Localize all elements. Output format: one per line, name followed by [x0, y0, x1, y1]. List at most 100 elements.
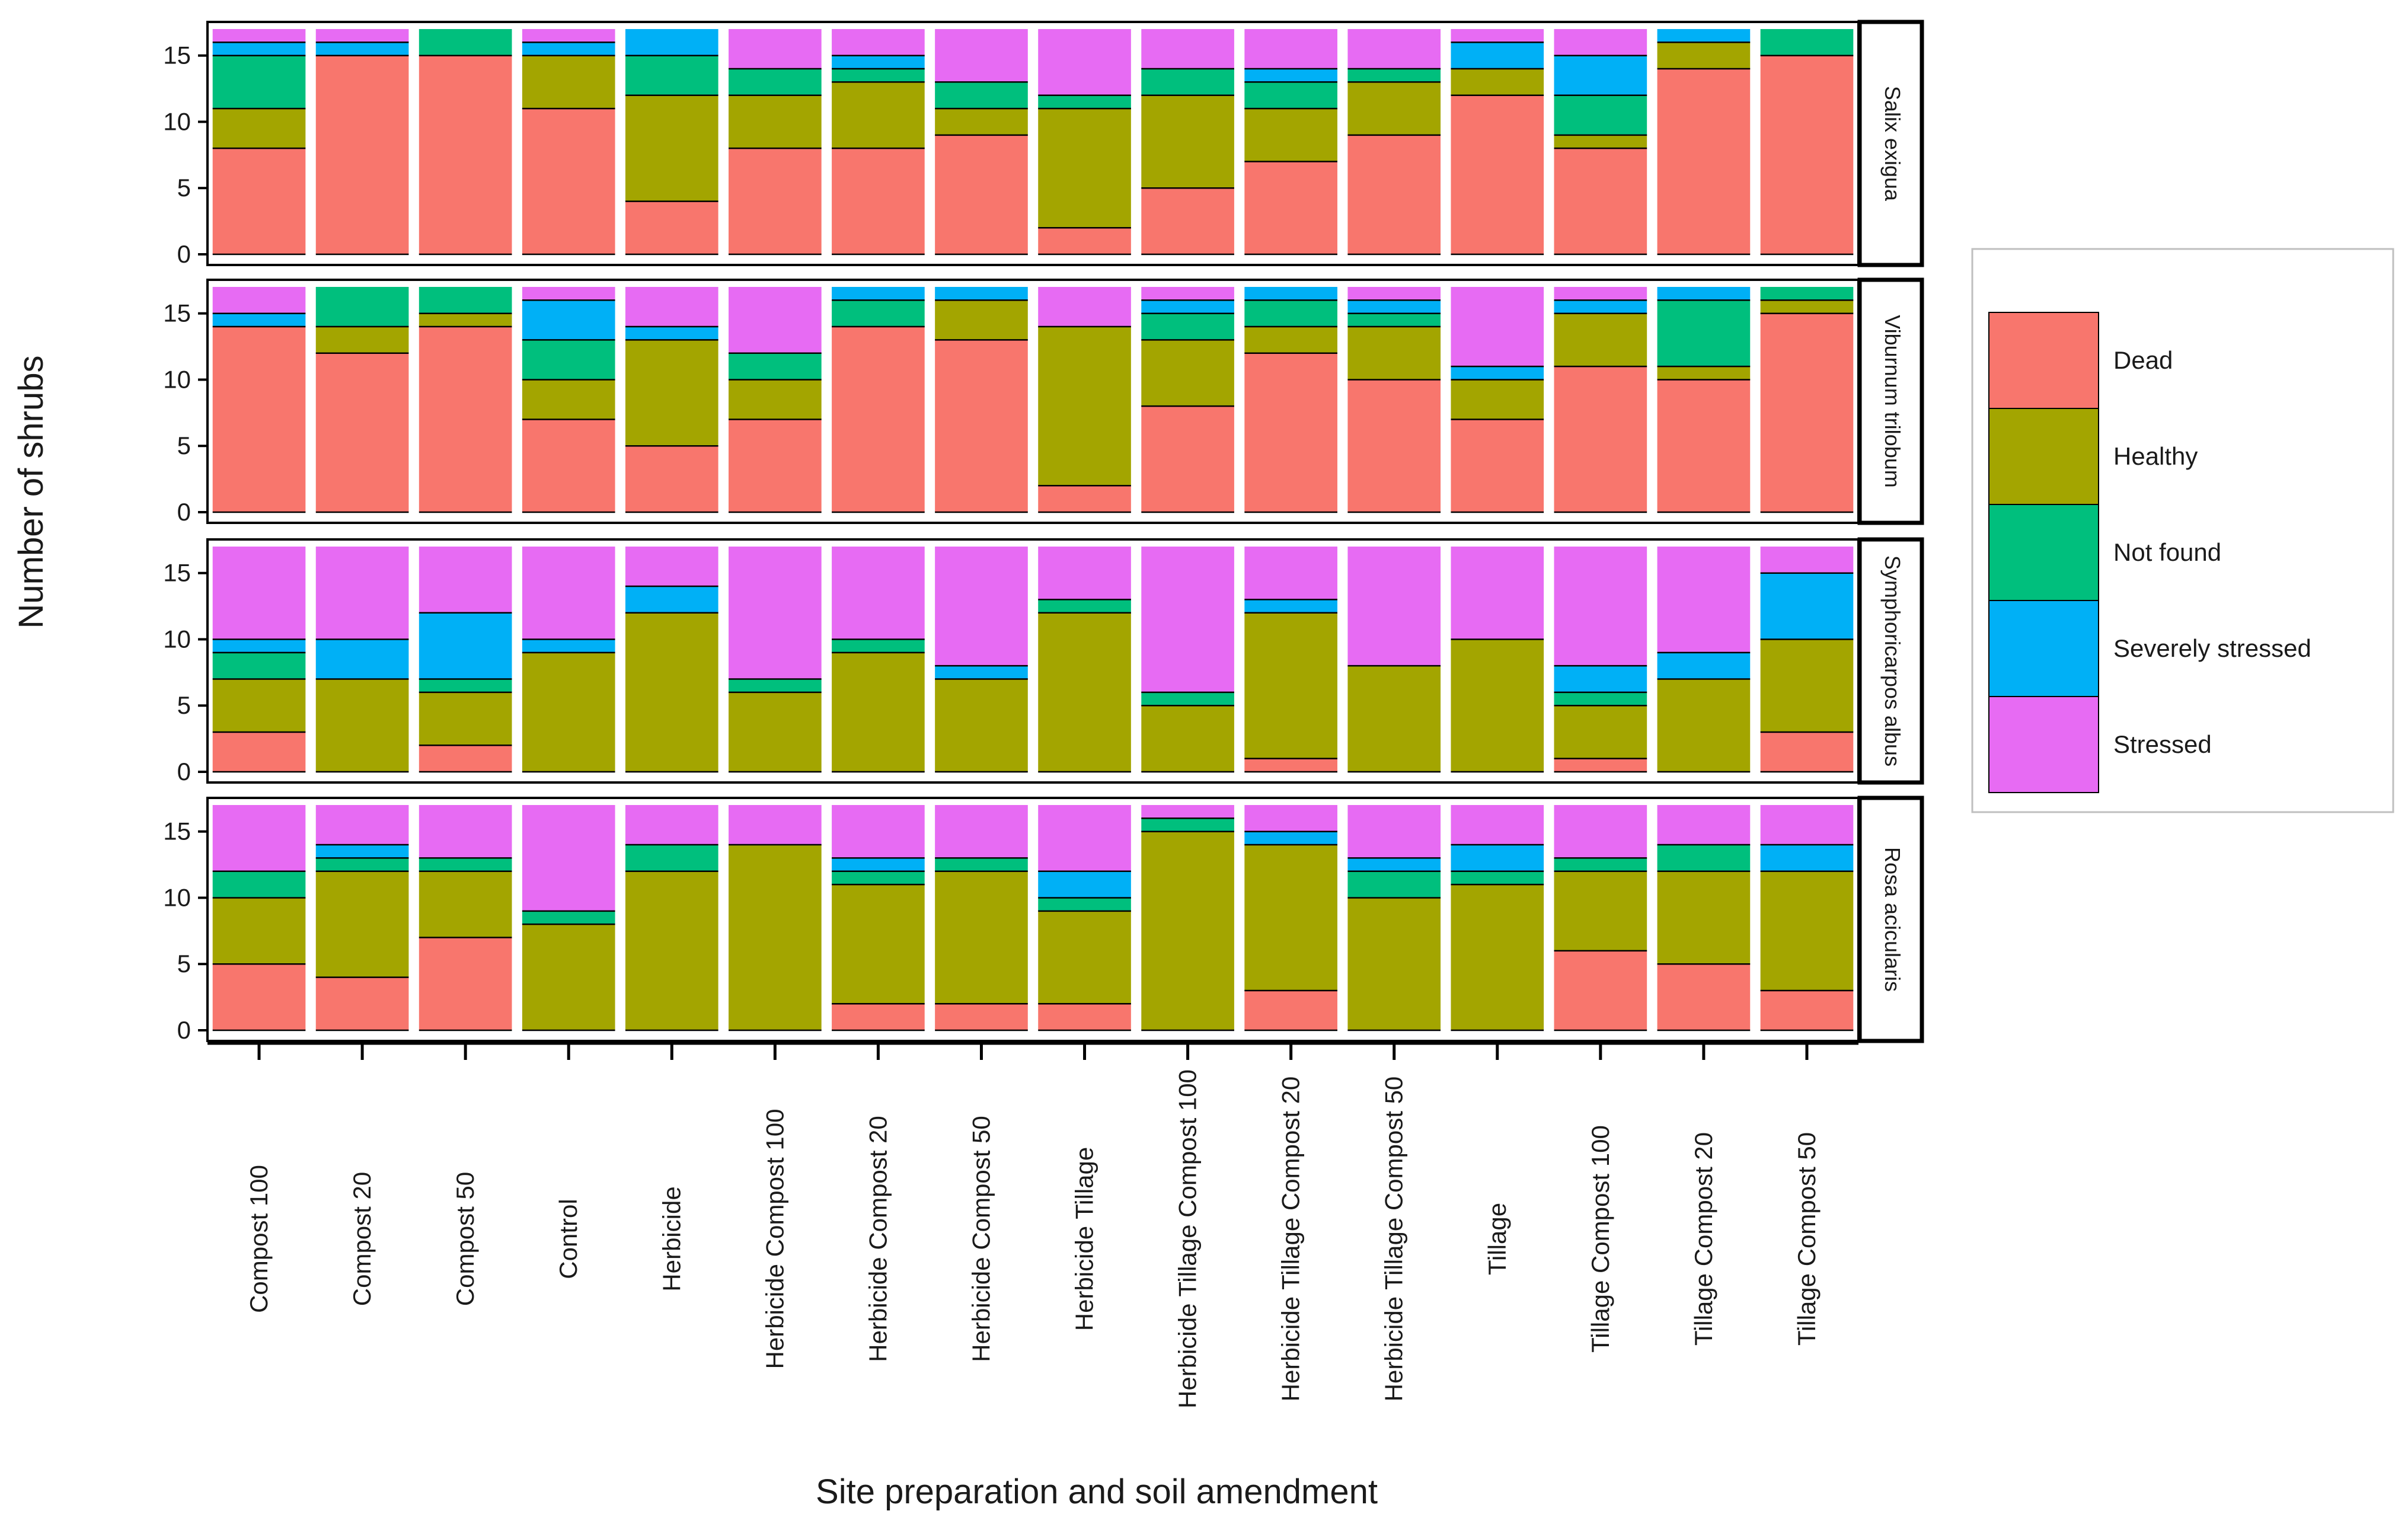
bar-segment [729, 287, 822, 353]
y-tick-label: 10 [163, 625, 191, 653]
bar-segment [1141, 818, 1234, 832]
bar-segment [419, 745, 512, 772]
bar-segment [419, 547, 512, 613]
bar-segment [419, 612, 512, 679]
bar-segment [1554, 95, 1647, 135]
bar-segment [1347, 82, 1441, 135]
bar-segment [1554, 547, 1647, 666]
bar-segment [625, 805, 718, 845]
bar-segment [1657, 547, 1751, 653]
bar-segment [1657, 300, 1751, 367]
bar-segment [625, 327, 718, 340]
y-tick-label: 15 [163, 817, 191, 845]
bar-segment [1554, 705, 1647, 759]
bar-segment [625, 446, 718, 512]
bar-segment [1244, 108, 1337, 162]
bar-segment [832, 300, 925, 327]
bar-segment [1451, 547, 1544, 640]
bar-segment [935, 805, 1028, 858]
bar-segment [212, 108, 306, 149]
bar-segment [212, 679, 306, 732]
x-tick-label: Herbicide Compost 20 [864, 1116, 892, 1362]
bar-segment [1141, 29, 1234, 69]
bar-segment [832, 69, 925, 82]
bar-segment [522, 287, 615, 301]
x-tick-label: Herbicide Tillage [1071, 1147, 1098, 1331]
bar-segment [419, 805, 512, 858]
y-axis-title: Number of shrubs [12, 356, 50, 629]
bar-segment [1451, 805, 1544, 845]
bar-segment [1657, 42, 1751, 69]
bar-segment [522, 55, 615, 109]
y-tick-label: 0 [177, 758, 191, 785]
bar-segment [1451, 29, 1544, 43]
bar-segment [729, 547, 822, 679]
x-tick-label: Compost 50 [451, 1172, 479, 1306]
bar-segment [832, 858, 925, 871]
bar-segment [419, 692, 512, 746]
bar-segment [935, 82, 1028, 109]
bar-segment [1760, 547, 1854, 573]
bar-segment [1244, 599, 1337, 613]
bar-segment [212, 964, 306, 1030]
y-tick-label: 0 [177, 240, 191, 268]
bar-segment [625, 612, 718, 772]
bar-segment [625, 845, 718, 871]
bar-segment [1347, 135, 1441, 254]
bar-segment [419, 937, 512, 1030]
legend-key [1988, 408, 2099, 505]
y-tick-label: 5 [177, 691, 191, 719]
bar-segment [1141, 95, 1234, 189]
x-tick-label: Compost 100 [245, 1165, 273, 1313]
bar-segment [1347, 547, 1441, 666]
facet-label: Symphoricarpos albus [1880, 555, 1905, 766]
bar-segment [315, 547, 409, 640]
bar-segment [1038, 287, 1131, 327]
x-tick-label: Herbicide Tillage Compost 50 [1380, 1077, 1408, 1402]
bar-segment [1760, 29, 1854, 56]
bar-segment [1657, 845, 1751, 871]
bar-segment [729, 692, 822, 772]
bar-segment [832, 148, 925, 254]
bar-segment [212, 148, 306, 254]
facet-strip [1857, 277, 1924, 525]
bar-segment [522, 805, 615, 911]
bar-segment [625, 95, 718, 202]
bar-segment [1244, 805, 1337, 832]
bar-segment [832, 871, 925, 885]
legend-label: Not found [2113, 538, 2221, 566]
x-tick-label: Tillage Compost 100 [1586, 1125, 1614, 1353]
bar-segment [832, 884, 925, 1004]
bar-segment [1038, 1004, 1131, 1030]
bar-segment [1038, 897, 1131, 911]
x-tick-label: Compost 20 [348, 1172, 376, 1306]
bar-segment [1554, 300, 1647, 314]
bar-segment [1657, 964, 1751, 1030]
bar-segment [1451, 419, 1544, 512]
bar-segment [625, 29, 718, 56]
bar-segment [419, 871, 512, 938]
y-tick-label: 10 [163, 883, 191, 911]
bar-segment [625, 287, 718, 327]
bar-segment [832, 55, 925, 69]
bar-segment [1347, 300, 1441, 314]
facet-strip [1857, 796, 1924, 1043]
bar-segment [522, 108, 615, 254]
bar-segment [1554, 148, 1647, 254]
bar-segment [315, 977, 409, 1030]
bar-segment [419, 287, 512, 314]
bar-segment [1141, 69, 1234, 95]
bar-segment [1554, 758, 1647, 772]
y-tick-label: 15 [163, 559, 191, 587]
bar-segment [1760, 573, 1854, 640]
bar-segment [1244, 353, 1337, 512]
bar-segment [1244, 300, 1337, 327]
bar-segment [212, 732, 306, 772]
x-tick-label: Tillage Compost 20 [1690, 1132, 1717, 1346]
bar-segment [212, 547, 306, 640]
x-tick-label: Herbicide [657, 1186, 685, 1291]
bar-segment [729, 805, 822, 845]
y-tick-label: 5 [177, 174, 191, 202]
bar-segment [1760, 639, 1854, 732]
bar-segment [522, 639, 615, 653]
